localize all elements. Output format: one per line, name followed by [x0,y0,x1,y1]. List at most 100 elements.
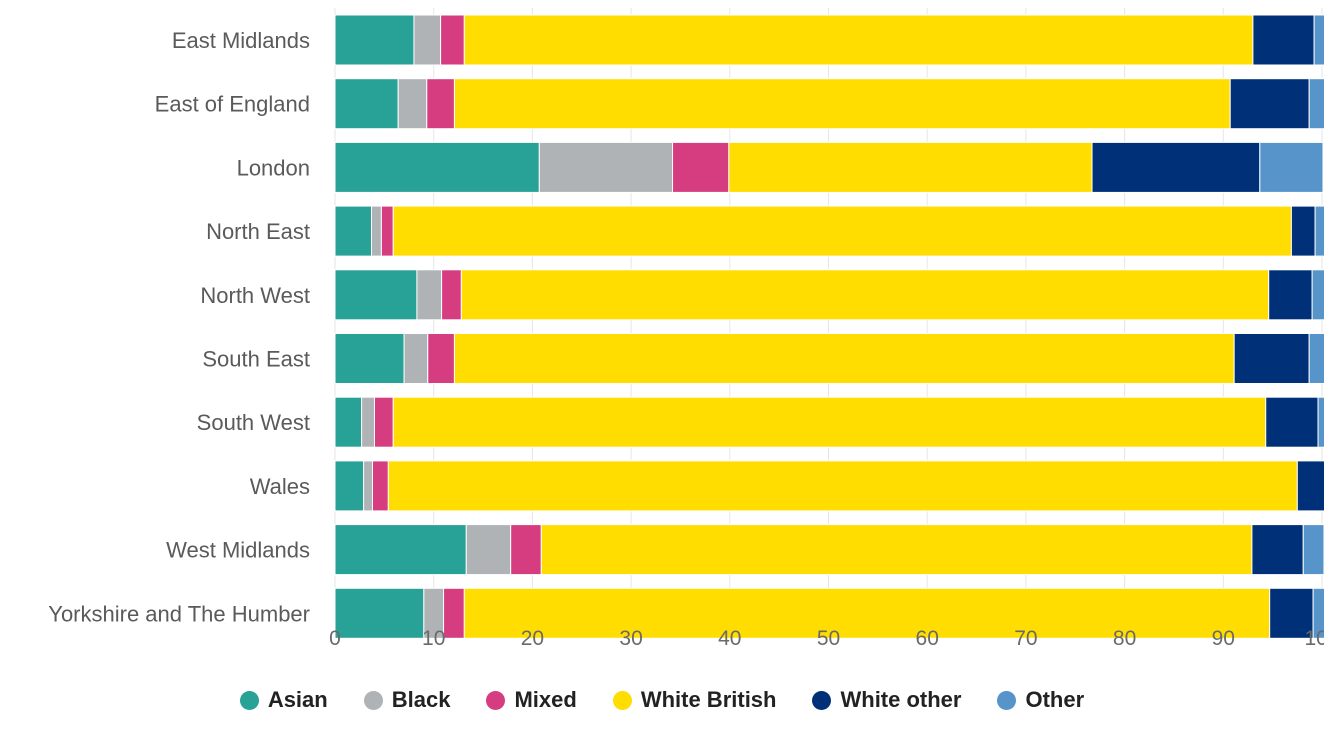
bar-segment-white-british [540,524,1253,576]
legend-label: Other [1025,687,1085,712]
bar-segment-mixed [426,78,455,130]
x-axis-ticks: 0 10 20 30 40 50 60 70 80 90 100 [329,627,1324,650]
bar-segment-white-british [392,205,1292,257]
stacked-bar-chart: East Midlands East of England London North … [48,8,1324,650]
legend-item: Black [363,687,451,713]
bar-segment-white-other [1229,78,1310,130]
bar-segment-mixed [672,141,730,193]
bar-segment-white-other [1251,524,1304,576]
x-tick-label: 30 [619,627,642,650]
bar-segment-white-other [1296,460,1324,512]
bar-segment-black [538,141,674,193]
bar-segment-white-british [463,587,1271,639]
bar-segment-white-other [1091,141,1261,193]
category-label: North West [200,283,310,308]
bar-segment-asian [334,333,405,384]
legend-swatch [486,690,506,710]
bar-segment-mixed [441,269,462,321]
bar-segment-black [397,78,428,130]
bar-segment-black [413,14,442,66]
x-tick-label: 20 [521,627,544,650]
bar-segment-other [1313,14,1324,66]
legend-item: Mixed [486,687,577,713]
x-tick-label: 50 [817,627,840,650]
legend-item: Other [997,687,1084,713]
legend-swatch [239,690,259,710]
bar-segment-asian [334,205,373,257]
category-labels: East Midlands East of England London North … [48,28,310,626]
bar-segment-other [1302,524,1324,576]
category-label: East Midlands [172,28,310,53]
x-tick-label: 0 [329,627,341,650]
bar-segment-white-british [453,78,1231,130]
bar-segment-black [363,460,374,512]
legend-swatch [612,690,632,710]
bar-segment-asian [334,396,363,448]
bar-segment-mixed [510,524,542,576]
bar-segment-white-british [392,396,1267,448]
category-label: East of England [155,92,310,117]
bar-segment-black [361,396,375,448]
legend-item: Asian [239,687,328,713]
bar-segment-white-british [387,460,1298,512]
bar-segment-black [371,205,382,257]
legend-label: Mixed [514,687,577,712]
bar-segment-black [416,269,443,321]
bar-segment-white-other [1252,14,1315,66]
bar-segment-mixed [373,396,394,448]
legend: Asian Black Mixed White British White other O… [0,687,1324,713]
bar-segment-other [1314,205,1324,257]
x-tick-label: 70 [1014,627,1037,650]
category-label: London [237,155,310,180]
bar-segment-other [1317,396,1324,448]
bar-segment-white-other [1268,269,1313,321]
bar-segment-white-british [728,141,1093,193]
bar-segment-other [1311,269,1324,321]
bar-segment-other [1308,333,1324,384]
legend-label: Asian [267,687,328,712]
bar-segment-asian [334,14,415,66]
legend-item: White other [812,687,961,713]
x-tick-label: 100 [1304,627,1324,650]
category-label: West Midlands [166,538,310,563]
x-tick-label: 80 [1113,627,1136,650]
x-tick-label: 60 [916,627,939,650]
bar-segment-asian [334,141,540,193]
bar-segment-white-british [453,333,1235,384]
bar-segment-white-british [460,269,1270,321]
category-label: Wales [250,474,310,499]
category-label: North East [206,219,310,244]
legend-label: White British [640,687,777,712]
x-tick-label: 10 [422,627,445,650]
bar-segment-other [1259,141,1324,193]
legend-swatch [997,690,1017,710]
bar-segment-mixed [440,14,465,66]
bar-segment-white-british [463,14,1254,66]
category-label: South East [202,347,310,372]
bar-segment-mixed [443,587,465,639]
bar-segment-asian [334,78,399,130]
category-label: South West [197,410,310,435]
bar-segment-white-other [1265,396,1319,448]
bar-segment-white-other [1233,333,1310,384]
x-tick-label: 90 [1212,627,1235,650]
legend-swatch [812,690,832,710]
bar-segment-asian [334,587,425,639]
bar-segment-black [465,524,512,576]
bar-segment-black [403,333,429,384]
bar-segment-asian [334,460,365,512]
bar-segment-asian [334,524,467,576]
category-label: Yorkshire and The Humber [48,601,310,626]
bar-segment-white-other [1290,205,1316,257]
legend-swatch [363,690,383,710]
legend-label: Black [391,687,451,712]
legend-item: White British [612,687,777,713]
x-tick-label: 40 [718,627,741,650]
bars [334,14,1324,639]
bar-segment-mixed [372,460,389,512]
legend-label: White other [840,687,962,712]
bar-segment-other [1308,78,1324,130]
bar-segment-mixed [427,333,455,384]
bar-segment-mixed [380,205,394,257]
